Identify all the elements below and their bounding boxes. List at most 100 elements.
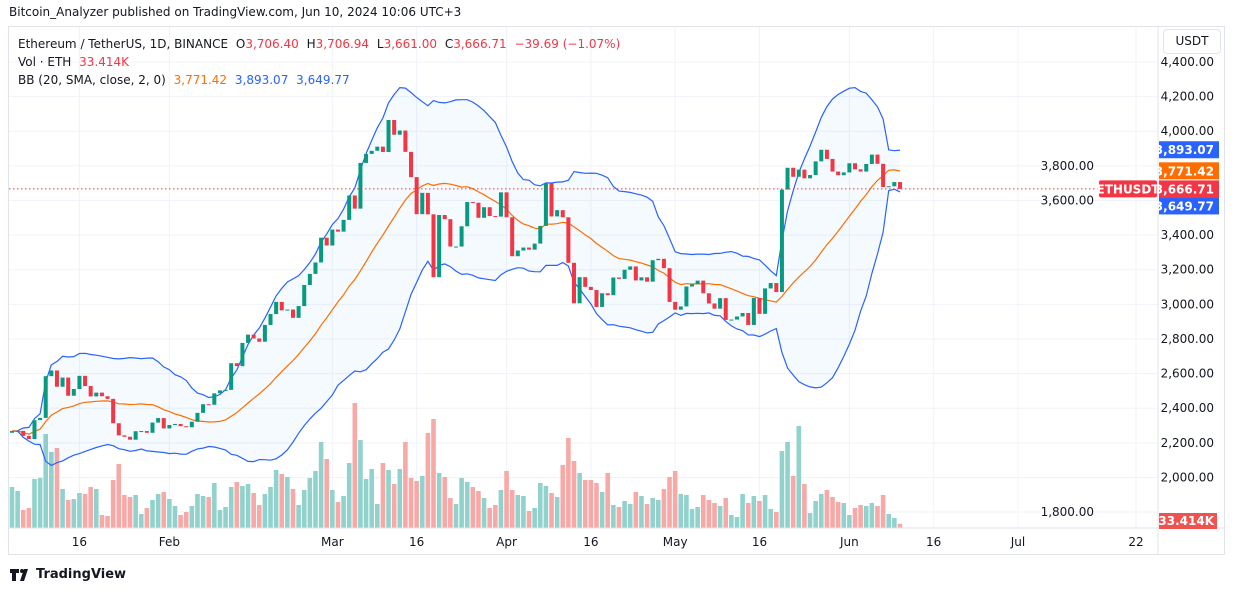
symbol-title[interactable]: Ethereum / TetherUS, 1D, BINANCE (18, 37, 229, 51)
volume-bar (543, 486, 549, 528)
candle (156, 418, 161, 423)
price-badge-label: 3,771.42 (1155, 164, 1214, 178)
volume-bar (616, 507, 622, 528)
candle (824, 149, 829, 159)
volume-bar (493, 505, 498, 528)
candle (217, 390, 222, 394)
volume-bar (296, 505, 301, 528)
volume-bar (521, 496, 526, 528)
volume-badge-label: 33.414K (1158, 514, 1214, 528)
candle (886, 186, 891, 188)
candle (38, 417, 43, 421)
volume-bar (667, 477, 672, 528)
bb-label[interactable]: BB (20, SMA, close, 2, 0) (18, 73, 166, 87)
volume-bar (324, 459, 330, 528)
candle (313, 262, 318, 274)
volume-bar (717, 506, 723, 528)
candle (133, 431, 138, 440)
candle (622, 269, 627, 279)
price-tick-label: 2,400.00 (1161, 401, 1214, 415)
volume-bar (341, 496, 346, 528)
candle (869, 154, 874, 164)
candle (577, 277, 582, 304)
price-tick-label: 3,200.00 (1161, 263, 1214, 277)
volume-bar (37, 478, 43, 528)
volume-bar (560, 465, 566, 528)
volume-bar (644, 504, 650, 528)
volume-bar (526, 511, 532, 528)
volume-bar (532, 508, 537, 528)
candle (701, 280, 706, 294)
candle (555, 210, 560, 217)
candle (527, 247, 532, 250)
price-tick-label: 3,800.00 (1041, 159, 1094, 173)
volume-bar (144, 508, 150, 528)
bb-lower-line (11, 188, 901, 467)
volume-bar (818, 494, 824, 528)
price-badge-label: 3,666.71 (1155, 182, 1214, 196)
candle (26, 435, 31, 440)
candle (54, 370, 59, 387)
candle (684, 286, 689, 307)
candle (60, 377, 65, 387)
candle (538, 225, 543, 244)
volume-bar (217, 510, 223, 528)
candle (195, 412, 200, 422)
candle (369, 150, 374, 154)
candle (763, 288, 768, 314)
volume-bar (414, 481, 419, 528)
candle (32, 420, 37, 440)
volume-bar (627, 504, 633, 528)
time-tick-label: 16 (926, 535, 941, 549)
candle (853, 163, 857, 170)
volume-bar (706, 500, 712, 528)
candle (83, 375, 88, 387)
volume-bar (212, 483, 217, 528)
candle (409, 151, 414, 178)
volume-bar (684, 495, 689, 528)
low-value: 3,661.00 (383, 37, 437, 51)
volume-bar (9, 487, 15, 528)
volume-bar (453, 504, 459, 528)
time-tick-label: Feb (159, 535, 180, 549)
volume-badge (1159, 513, 1217, 529)
volume-label[interactable]: Vol · ETH (18, 55, 72, 69)
volume-bar (566, 438, 571, 528)
legend-volume-row: Vol · ETH 33.414K (18, 53, 624, 71)
candle (71, 388, 76, 396)
candle (448, 219, 453, 247)
currency-selector[interactable]: USDT (1163, 29, 1221, 54)
candle (21, 430, 26, 436)
candle (572, 262, 576, 304)
volume-bar (133, 495, 138, 528)
volume-bar (835, 502, 841, 528)
volume-bar (796, 426, 802, 528)
candle (465, 202, 470, 227)
candle (206, 404, 211, 406)
volume-bar (49, 452, 54, 528)
candle (695, 280, 700, 285)
candle (420, 192, 425, 215)
volume-bar (470, 487, 476, 528)
candle (729, 319, 734, 321)
volume-bar (15, 491, 20, 528)
volume-bar (189, 506, 195, 528)
close-label: C (444, 37, 454, 51)
volume-bar (26, 508, 32, 528)
candle (656, 258, 661, 261)
volume-bar (262, 494, 268, 528)
volume-bar (785, 442, 790, 528)
tradingview-logo[interactable]: TradingView (10, 567, 126, 582)
candle (543, 183, 548, 226)
volume-bar (571, 461, 577, 528)
candle (43, 376, 48, 418)
volume-bar (369, 469, 374, 528)
price-tick-label: 2,200.00 (1161, 436, 1214, 450)
volume-bar (346, 463, 352, 528)
volume-bar (729, 515, 734, 528)
volume-value: 33.414K (79, 55, 130, 69)
volume-bar (700, 495, 706, 528)
candle (645, 277, 650, 282)
volume-bar (751, 496, 757, 528)
